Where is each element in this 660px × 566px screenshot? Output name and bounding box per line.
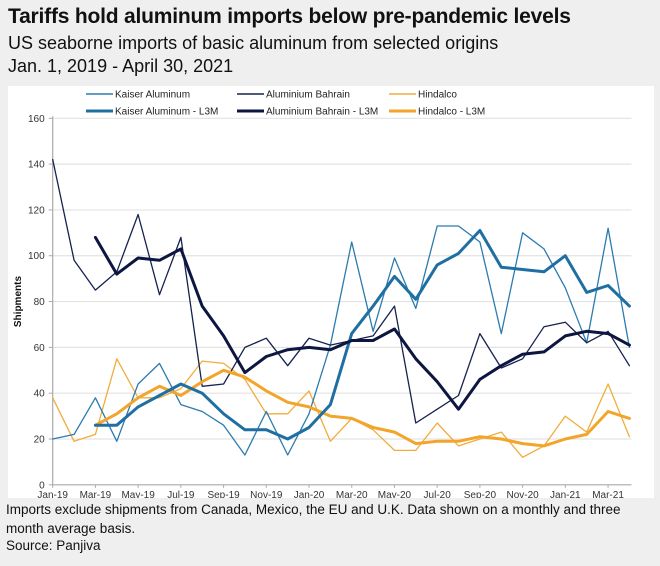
y-tick-label: 60	[34, 343, 46, 354]
series-line-kaiser-aluminum-l3m	[93, 229, 631, 441]
x-tick-label: Sep-19	[207, 490, 240, 498]
chart-panel: Kaiser Aluminum Aluminium Bahrain Hindalco…	[8, 86, 654, 498]
y-tick-label: 160	[28, 114, 45, 125]
legend-label: Kaiser Aluminum - L3M	[115, 107, 218, 118]
line-chart: Kaiser Aluminum Aluminium Bahrain Hindalco…	[13, 90, 632, 498]
axes: 0 20 40 60 80 100 120 140 160 Jan-19 Mar-19 May-19 J…	[13, 114, 632, 498]
x-tick-label: Nov-19	[250, 490, 283, 498]
series-line-aluminium-bahrain-l3m	[93, 235, 631, 411]
x-tick-label: Jan-20	[294, 490, 325, 498]
y-tick-label: 40	[34, 389, 46, 400]
y-tick-label: 120	[28, 205, 45, 216]
series-line-hindalco	[52, 358, 631, 458]
series-line-aluminium-bahrain	[52, 158, 631, 424]
y-tick-label: 20	[34, 434, 46, 445]
source-note: Source: Panjiva	[6, 538, 101, 553]
x-tick-label: Jan-19	[37, 490, 68, 498]
y-axis-title: Shipments	[13, 276, 24, 328]
legend-label: Hindalco	[418, 90, 457, 101]
x-tick-label: Jan-21	[550, 490, 581, 498]
legend-label: Aluminium Bahrain	[266, 90, 350, 101]
x-tick-label: Sep-20	[464, 490, 497, 498]
legend-label: Aluminium Bahrain - L3M	[266, 107, 378, 118]
legend-item-hindalco-l3m: Hindalco - L3M	[389, 107, 485, 118]
series-line-hindalco-l3m	[93, 368, 631, 448]
series-group	[52, 158, 631, 458]
chart-title: Tariffs hold aluminum imports below pre-…	[8, 5, 571, 28]
x-tick-label: Jul-20	[424, 490, 452, 498]
legend-item-aluminium-bahrain-l3m: Aluminium Bahrain - L3M	[237, 107, 378, 118]
legend-label: Hindalco - L3M	[418, 107, 485, 118]
x-tick-label: May-20	[378, 490, 412, 498]
x-tick-label: Mar-21	[592, 490, 624, 498]
series-line-kaiser-aluminum	[52, 225, 631, 456]
gridlines	[52, 117, 632, 440]
x-tick-label: Mar-19	[80, 490, 112, 498]
legend-item-kaiser-aluminum-l3m: Kaiser Aluminum - L3M	[86, 107, 218, 118]
legend-item-aluminium-bahrain: Aluminium Bahrain	[237, 90, 350, 101]
y-tick-label: 100	[28, 251, 45, 262]
y-tick-label: 80	[34, 297, 46, 308]
legend-item-hindalco: Hindalco	[389, 90, 457, 101]
x-tick-label: Mar-20	[336, 490, 368, 498]
legend-item-kaiser-aluminum: Kaiser Aluminum	[86, 90, 190, 101]
x-tick-label: Nov-20	[506, 490, 539, 498]
footnote: Imports exclude shipments from Canada, M…	[6, 502, 621, 536]
x-tick-label: May-19	[121, 490, 155, 498]
legend: Kaiser Aluminum Aluminium Bahrain Hindalco…	[86, 90, 485, 118]
chart-subtitle: US seaborne imports of basic aluminum fr…	[8, 33, 499, 53]
legend-label: Kaiser Aluminum	[115, 90, 190, 101]
y-tick-label: 0	[39, 480, 45, 491]
date-range: Jan. 1, 2019 - April 30, 2021	[8, 56, 234, 76]
y-tick-label: 140	[28, 160, 45, 171]
x-tick-label: Jul-19	[167, 490, 195, 498]
